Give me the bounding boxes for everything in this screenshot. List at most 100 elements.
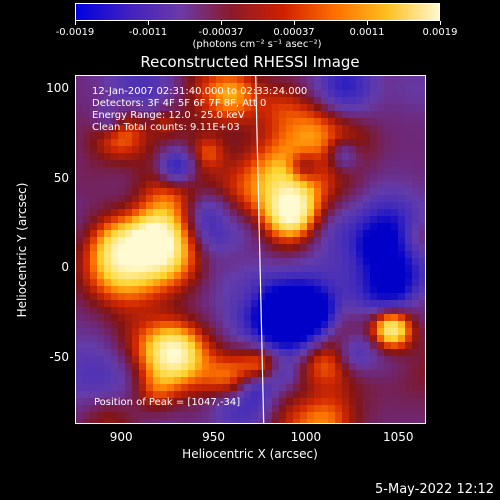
heatmap-cell: [293, 125, 300, 132]
heatmap-cell: [132, 139, 139, 146]
heatmap-cell: [195, 209, 202, 216]
heatmap-cell: [118, 265, 125, 272]
heatmap-cell: [314, 279, 321, 286]
heatmap-cell: [314, 251, 321, 258]
heatmap-cell: [300, 125, 307, 132]
heatmap-cell: [314, 300, 321, 307]
heatmap-cell: [146, 300, 153, 307]
heatmap-cell: [104, 195, 111, 202]
heatmap-cell: [293, 286, 300, 293]
heatmap-cell: [132, 90, 139, 97]
heatmap-cell: [321, 160, 328, 167]
heatmap-cell: [251, 104, 258, 111]
heatmap-cell: [146, 237, 153, 244]
heatmap-cell: [265, 139, 272, 146]
heatmap-cell: [111, 349, 118, 356]
heatmap-cell: [419, 223, 425, 230]
heatmap-cell: [377, 195, 384, 202]
heatmap-cell: [237, 111, 244, 118]
heatmap-cell: [195, 118, 202, 125]
heatmap-cell: [188, 188, 195, 195]
heatmap-cell: [76, 104, 83, 111]
heatmap-cell: [216, 293, 223, 300]
heatmap-cell: [209, 328, 216, 335]
heatmap-cell: [349, 195, 356, 202]
heatmap-cell: [153, 398, 160, 405]
heatmap-cell: [342, 230, 349, 237]
heatmap-cell: [265, 76, 272, 83]
heatmap-cell: [97, 139, 104, 146]
heatmap-cell: [216, 195, 223, 202]
heatmap-cell: [125, 160, 132, 167]
heatmap-cell: [265, 237, 272, 244]
heatmap-cell: [272, 216, 279, 223]
heatmap-cell: [160, 160, 167, 167]
heatmap-cell: [272, 300, 279, 307]
heatmap-cell: [321, 188, 328, 195]
heatmap-cell: [83, 160, 90, 167]
heatmap-cell: [370, 307, 377, 314]
heatmap-cell: [286, 412, 293, 419]
heatmap-cell: [391, 377, 398, 384]
heatmap-cell: [174, 118, 181, 125]
heatmap-cell: [398, 195, 405, 202]
heatmap-cell: [342, 202, 349, 209]
heatmap-cell: [384, 370, 391, 377]
heatmap-cell: [251, 209, 258, 216]
heatmap-cell: [412, 419, 419, 423]
x-tick-label: 1000: [290, 430, 322, 444]
y-tick-label: -50: [49, 350, 69, 365]
heatmap-cell: [118, 97, 125, 104]
heatmap-cell: [104, 244, 111, 251]
heatmap-cell: [153, 181, 160, 188]
heatmap-cell: [286, 356, 293, 363]
heatmap-cell: [244, 293, 251, 300]
colorbar: [75, 3, 440, 21]
heatmap-cell: [160, 125, 167, 132]
heatmap-cell: [398, 132, 405, 139]
heatmap-cell: [76, 391, 83, 398]
heatmap-cell: [356, 132, 363, 139]
heatmap-cell: [286, 223, 293, 230]
heatmap-cell: [104, 146, 111, 153]
heatmap-cell: [237, 419, 244, 423]
heatmap-cell: [132, 377, 139, 384]
heatmap-cell: [384, 356, 391, 363]
heatmap-cell: [160, 104, 167, 111]
heatmap-cell: [363, 384, 370, 391]
heatmap-cell: [111, 132, 118, 139]
heatmap-cell: [139, 286, 146, 293]
heatmap-cell: [237, 398, 244, 405]
heatmap-cell: [97, 195, 104, 202]
heatmap-cell: [230, 223, 237, 230]
heatmap-cell: [328, 181, 335, 188]
image-panel[interactable]: [75, 75, 426, 424]
heatmap-cell: [335, 391, 342, 398]
heatmap-cell: [188, 237, 195, 244]
heatmap-cell: [377, 251, 384, 258]
heatmap-cell: [188, 174, 195, 181]
heatmap-cell: [384, 146, 391, 153]
heatmap-cell: [160, 174, 167, 181]
heatmap-cell: [356, 125, 363, 132]
heatmap-cell: [104, 230, 111, 237]
heatmap-cell: [160, 167, 167, 174]
heatmap-cell: [237, 181, 244, 188]
heatmap-cell: [244, 279, 251, 286]
heatmap-cell: [237, 76, 244, 83]
heatmap-cell: [83, 356, 90, 363]
heatmap-cell: [356, 209, 363, 216]
heatmap-cell: [174, 76, 181, 83]
heatmap-cell: [272, 167, 279, 174]
heatmap-cell: [139, 405, 146, 412]
heatmap-cell: [328, 160, 335, 167]
heatmap-cell: [307, 335, 314, 342]
heatmap-cell: [272, 251, 279, 258]
heatmap-cell: [391, 223, 398, 230]
heatmap-cell: [300, 244, 307, 251]
heatmap-cell: [188, 258, 195, 265]
heatmap-cell: [258, 167, 265, 174]
heatmap-cell: [258, 139, 265, 146]
heatmap-cell: [195, 181, 202, 188]
heatmap-cell: [321, 167, 328, 174]
